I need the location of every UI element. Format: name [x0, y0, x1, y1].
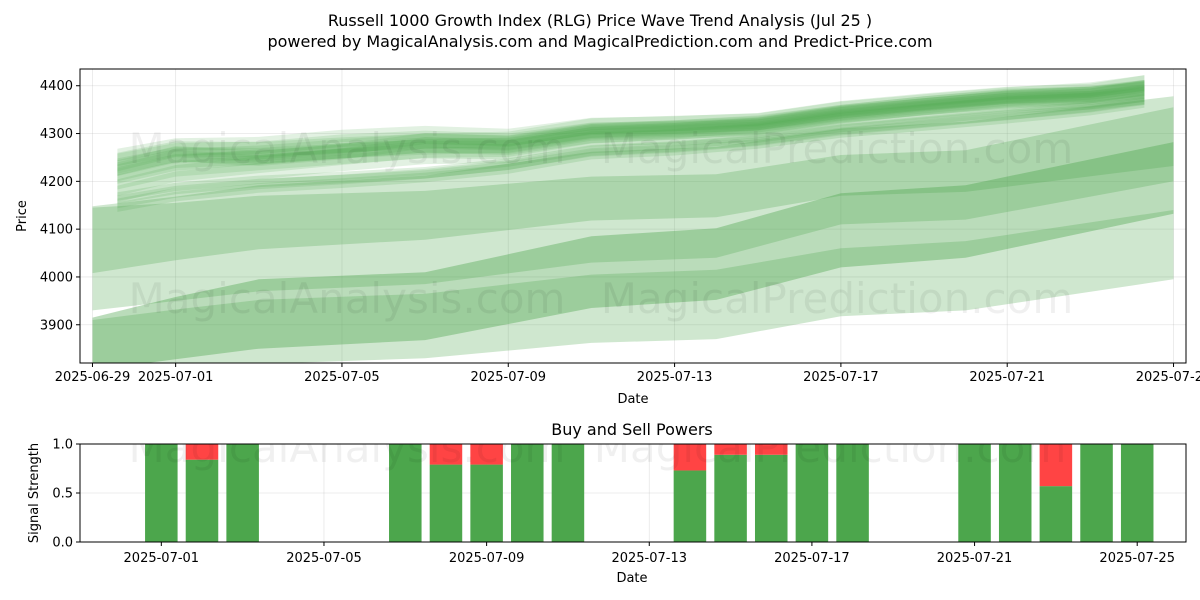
buy-bar: [511, 444, 544, 542]
buy-bar: [1039, 486, 1073, 542]
signal-y-tick-label: 0.5: [52, 487, 73, 502]
sell-bar: [470, 444, 503, 465]
signal-x-ticks: 2025-07-01 2025-07-05 2025-07-09 2025-07-13…: [124, 542, 1175, 566]
price-mid-wave-0: [117, 94, 1145, 212]
price-upper-wave-2: [117, 75, 1145, 166]
price-y-label: Price: [15, 200, 30, 232]
watermark-prediction-bottom: MagicalPrediction.com: [594, 423, 1067, 472]
buy-bar: [226, 444, 259, 542]
price-waves: [117, 75, 1145, 212]
price-y-tick-label: 4300: [40, 127, 73, 142]
buy-bar: [836, 444, 869, 542]
price-grid: [80, 69, 1186, 363]
sell-bar: [673, 444, 707, 471]
price-band-3: [92, 107, 1174, 311]
price-upper-wave-5-core: [117, 88, 1145, 197]
buy-bar: [714, 454, 747, 542]
buy-bar: [145, 444, 178, 542]
sell-bar: [185, 444, 219, 460]
price-x-ticks: 2025-06-29 2025-07-01 2025-07-05 2025-07-09…: [55, 363, 1200, 385]
buy-bar: [551, 444, 585, 542]
price-x-tick-label: 2025-07-17: [803, 370, 879, 385]
price-upper-wave-4: [117, 80, 1145, 176]
price-x-tick-label: 2025-07-21: [969, 370, 1045, 385]
buy-bar: [185, 459, 219, 542]
price-x-tick-label: 2025-06-29: [55, 370, 131, 385]
price-y-tick-label: 4100: [40, 223, 73, 238]
signal-x-label: Date: [616, 571, 647, 586]
watermark-analysis-bottom: MagicalAnalysis.com: [129, 423, 566, 472]
price-x-tick-label: 2025-07-09: [470, 370, 546, 385]
price-y-ticks: 3900 4000 4100 4200 4300 4400: [40, 79, 80, 333]
price-y-tick-label: 4400: [40, 79, 73, 94]
main-title: Russell 1000 Growth Index (RLG) Price Wa…: [328, 11, 872, 30]
price-watermarks: MagicalAnalysis.com MagicalPrediction.co…: [129, 124, 1074, 323]
price-x-tick-label: 2025-07-13: [637, 370, 713, 385]
signal-bars: [145, 444, 1154, 542]
price-y-tick-label: 3900: [40, 318, 73, 333]
buy-bar: [389, 444, 422, 542]
price-y-tick-label: 4200: [40, 175, 73, 190]
buy-bar: [1120, 444, 1154, 542]
signal-x-tick-label: 2025-07-05: [286, 551, 362, 566]
signal-x-tick-label: 2025-07-01: [124, 551, 200, 566]
main-subtitle: powered by MagicalAnalysis.com and Magic…: [267, 32, 932, 51]
price-upper-wave-0-core: [117, 81, 1145, 168]
price-mid-wave-1-core: [117, 96, 1145, 201]
price-mid-wave-0-core: [117, 98, 1145, 209]
signal-y-ticks: 0.0 0.5 1.0: [52, 438, 80, 551]
price-plot-frame: [79, 68, 1187, 364]
price-plot: MagicalAnalysis.com MagicalPrediction.co…: [15, 68, 1200, 407]
sell-bar: [429, 444, 463, 465]
price-band-2: [92, 210, 1174, 363]
price-x-tick-label: 2025-07-25: [1136, 370, 1200, 385]
price-upper-wave-4-core: [117, 84, 1145, 172]
sell-bar: [1039, 444, 1073, 487]
price-band-0: [92, 96, 1174, 274]
price-y-tick-label: 4000: [40, 270, 73, 285]
buy-bar: [470, 464, 503, 542]
price-mid-wave-1: [117, 93, 1145, 204]
signal-y-label: Signal Strength: [27, 443, 42, 543]
signal-y-tick-label: 0.0: [52, 536, 73, 551]
watermark-analysis-top-2: MagicalAnalysis.com: [129, 274, 566, 323]
price-upper-wave-3: [117, 81, 1145, 190]
price-upper-wave-5: [117, 81, 1145, 203]
watermark-prediction-top-2: MagicalPrediction.com: [601, 274, 1074, 323]
sell-bar: [754, 444, 788, 455]
signal-x-tick-label: 2025-07-09: [449, 551, 525, 566]
buy-bar: [958, 444, 991, 542]
watermark-analysis-top-1: MagicalAnalysis.com: [129, 124, 566, 173]
buy-bar: [673, 470, 707, 542]
signal-x-tick-label: 2025-07-17: [774, 551, 850, 566]
price-x-label: Date: [617, 392, 648, 407]
sell-bar: [714, 444, 747, 455]
price-bands: [92, 96, 1174, 363]
price-x-tick-label: 2025-07-05: [304, 370, 380, 385]
signal-watermarks: MagicalAnalysis.com MagicalPrediction.co…: [129, 423, 1067, 472]
signal-x-tick-label: 2025-07-21: [937, 551, 1013, 566]
buy-bar: [1080, 444, 1113, 542]
price-upper-wave-1: [117, 80, 1145, 182]
signal-y-tick-label: 1.0: [52, 438, 73, 453]
buy-bar: [795, 444, 829, 542]
signal-x-tick-label: 2025-07-13: [611, 551, 687, 566]
watermark-prediction-top-1: MagicalPrediction.com: [601, 124, 1074, 173]
price-upper-wave-1-core: [117, 85, 1145, 177]
price-upper-wave-3-core: [117, 86, 1145, 184]
buy-bar: [754, 454, 788, 542]
signal-x-tick-label: 2025-07-25: [1099, 551, 1175, 566]
price-x-tick-label: 2025-07-01: [138, 370, 214, 385]
price-upper-wave-0: [117, 75, 1145, 174]
buy-bar: [429, 464, 463, 542]
buy-bar: [998, 444, 1032, 542]
price-band-1: [92, 142, 1174, 363]
signal-plot: Buy and Sell Powers MagicalAnalysis.com …: [27, 420, 1187, 586]
signal-title: Buy and Sell Powers: [551, 420, 713, 439]
